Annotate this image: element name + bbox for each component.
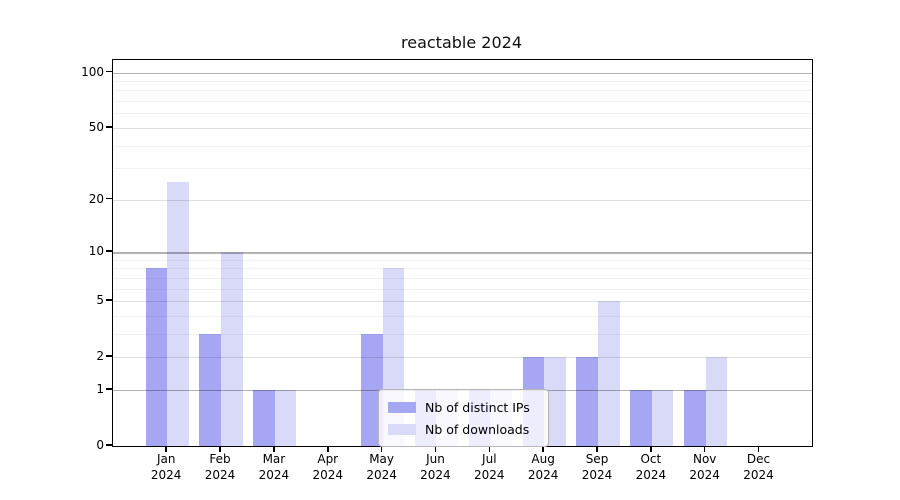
x-tick-mark (488, 446, 491, 452)
y-tick-label: 20 (88, 191, 104, 206)
bar-distinct-ips (630, 389, 652, 446)
minor-gridline (113, 288, 812, 290)
x-tick-mark (703, 446, 706, 452)
minor-gridline (113, 145, 812, 147)
y-tick-mark (106, 126, 112, 128)
chart-title: reactable 2024 (401, 33, 522, 52)
legend-label: Nb of distinct IPs (425, 399, 530, 415)
x-tick-label: May 2024 (366, 452, 397, 482)
legend: Nb of distinct IPs Nb of downloads (378, 389, 549, 447)
x-tick-label: Jun 2024 (420, 452, 451, 482)
minor-gridline (113, 315, 812, 317)
bar-downloads (598, 301, 620, 446)
y-tick-label: 0 (96, 438, 104, 452)
legend-swatch (388, 401, 416, 413)
x-tick-mark (165, 446, 167, 452)
x-tick-mark (596, 446, 598, 452)
bar-downloads (651, 389, 674, 446)
minor-gridline (113, 333, 812, 335)
bar-downloads (167, 182, 189, 446)
x-tick-mark (380, 446, 383, 452)
x-tick-label: Oct 2024 (635, 452, 667, 482)
minor-gridline (113, 277, 812, 279)
x-tick-label: Apr 2024 (312, 452, 344, 482)
gridline-2 (113, 357, 812, 359)
bar-downloads (544, 357, 566, 446)
y-tick-label: 50 (88, 119, 104, 134)
x-tick-mark (650, 446, 652, 452)
x-tick-label: Feb 2024 (204, 452, 236, 482)
x-tick-label: Jul 2024 (474, 452, 505, 482)
y-tick-label: 2 (96, 349, 104, 364)
bar-distinct-ips (361, 333, 383, 446)
y-tick-mark (106, 355, 112, 357)
bar-distinct-ips (684, 389, 706, 446)
y-tick-label: 1 (96, 381, 104, 396)
legend-label: Nb of downloads (425, 421, 530, 437)
gridline-100 (113, 72, 812, 75)
gridline-5 (113, 301, 812, 303)
legend-item: Nb of downloads (388, 418, 538, 440)
y-tick-mark (106, 197, 112, 200)
y-tick-mark (106, 299, 112, 301)
x-tick-mark (757, 446, 760, 452)
bar-downloads (221, 252, 243, 446)
y-tick-mark (106, 444, 112, 446)
x-tick-label: Nov 2024 (689, 452, 720, 482)
minor-gridline (113, 113, 812, 115)
x-tick-label: Dec 2024 (743, 452, 774, 482)
bar-distinct-ips (253, 389, 275, 446)
minor-gridline (113, 168, 812, 170)
x-tick-label: Aug 2024 (527, 452, 559, 482)
x-tick-label: Mar 2024 (258, 452, 290, 482)
x-tick-label: Sep 2024 (581, 452, 613, 482)
gridline-50 (113, 127, 812, 129)
bar-distinct-ips (145, 268, 168, 446)
x-tick-mark (434, 446, 437, 452)
x-tick-mark (273, 446, 275, 452)
minor-gridline (113, 101, 812, 103)
gridline-10 (113, 252, 812, 254)
y-tick-mark (106, 70, 112, 73)
plot-area (112, 59, 813, 447)
minor-gridline (113, 268, 812, 270)
gridline-20 (113, 199, 812, 201)
minor-gridline (113, 259, 812, 261)
x-tick-mark (219, 446, 221, 452)
legend-item: Nb of distinct IPs (388, 396, 538, 418)
bar-distinct-ips (199, 333, 222, 446)
x-tick-mark (327, 446, 329, 452)
bar-distinct-ips (576, 357, 598, 446)
y-tick-label: 10 (88, 244, 104, 258)
minor-gridline (113, 81, 812, 83)
y-tick-label: 5 (96, 293, 104, 308)
x-tick-label: Jan 2024 (150, 452, 182, 482)
y-tick-label: 100 (81, 64, 104, 79)
bar-downloads (274, 389, 297, 446)
bar-downloads (705, 357, 728, 446)
minor-gridline (113, 90, 812, 92)
legend-swatch (388, 423, 416, 435)
x-tick-mark (542, 446, 544, 452)
y-tick-mark (106, 388, 112, 390)
y-tick-mark (106, 250, 112, 252)
